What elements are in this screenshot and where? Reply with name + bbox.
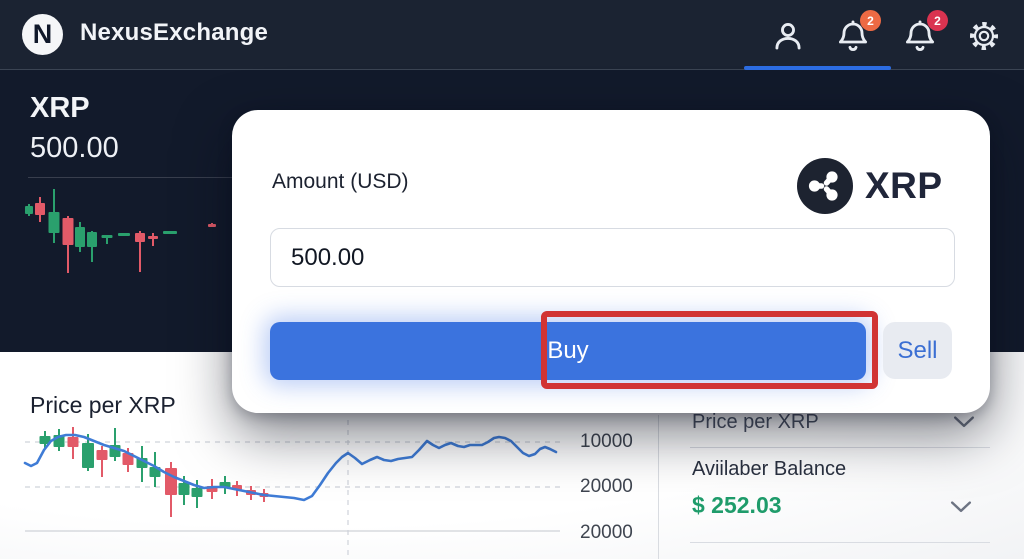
amount-label: Amount (USD) <box>272 170 409 193</box>
chevron-down-icon[interactable] <box>950 500 972 514</box>
price-per-xrp-row[interactable]: Price per XRP <box>692 411 819 433</box>
notifications-button-2[interactable]: 2 <box>900 10 948 56</box>
trade-modal: Amount (USD) XRP Buy Sell <box>232 110 990 413</box>
bell-icon <box>905 20 935 51</box>
asset-header: XRP <box>797 157 977 215</box>
user-icon <box>775 23 801 50</box>
available-balance-value: $ 252.03 <box>692 492 782 518</box>
panel-divider <box>658 415 659 559</box>
asset-symbol: XRP <box>30 92 90 124</box>
amount-input[interactable] <box>270 228 955 287</box>
bell-icon <box>838 20 868 51</box>
buy-button[interactable]: Buy <box>270 322 866 380</box>
chart-title: Price per XRP <box>30 392 176 418</box>
notification-badge: 2 <box>860 10 881 31</box>
brand-logo-letter: N <box>32 19 53 49</box>
mini-candlestick-chart <box>25 189 216 273</box>
brand-title: NexusExchange <box>80 19 269 46</box>
active-tab-underline <box>744 66 891 70</box>
profile-button[interactable] <box>768 16 808 56</box>
gear-icon <box>970 22 998 50</box>
chevron-down-icon[interactable] <box>953 415 975 429</box>
price-candlestick-chart <box>23 420 560 559</box>
y-axis-tick: 20000 <box>580 476 633 497</box>
ripple-icon <box>808 171 838 201</box>
brand-logo[interactable]: N <box>22 14 63 55</box>
notification-badge: 2 <box>927 10 948 31</box>
divider <box>690 542 990 543</box>
y-axis-tick: 20000 <box>580 522 633 543</box>
divider <box>690 447 990 448</box>
asset-symbol-label: XRP <box>865 165 943 206</box>
sell-button[interactable]: Sell <box>883 322 952 379</box>
asset-price: 500.00 <box>30 132 119 164</box>
divider <box>28 177 233 178</box>
available-balance-label: Aviilaber Balance <box>692 458 847 480</box>
y-axis-tick: 10000 <box>580 431 633 452</box>
settings-button[interactable] <box>964 16 1004 56</box>
notifications-button-1[interactable]: 2 <box>833 10 881 56</box>
header-bar: N NexusExchange 2 2 <box>0 0 1024 70</box>
xrp-logo-badge <box>797 158 853 214</box>
